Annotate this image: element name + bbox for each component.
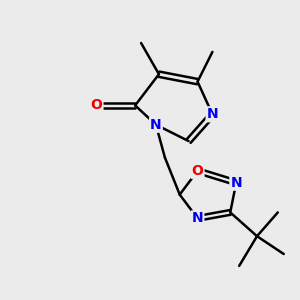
Text: O: O bbox=[192, 164, 203, 178]
Text: N: N bbox=[230, 176, 242, 190]
Text: O: O bbox=[91, 98, 102, 112]
Text: N: N bbox=[150, 118, 162, 132]
Text: N: N bbox=[207, 107, 218, 121]
Text: N: N bbox=[192, 212, 203, 225]
